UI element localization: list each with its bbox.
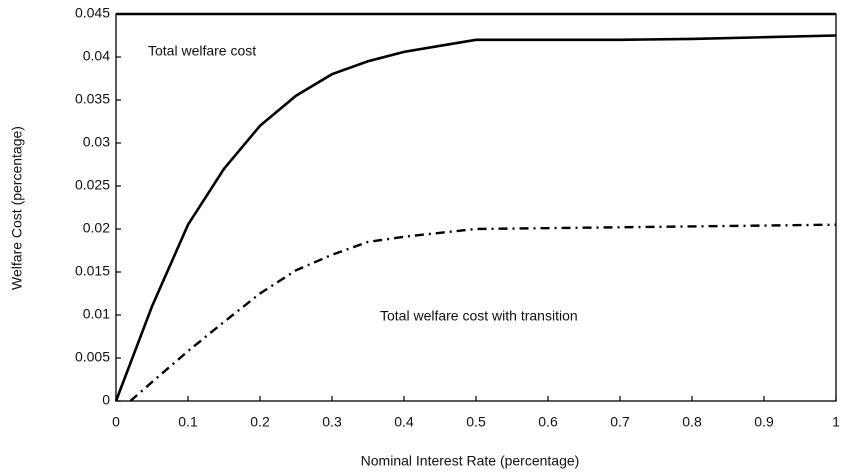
y-tick-label: 0.03: [83, 134, 110, 150]
y-tick-label: 0.02: [83, 220, 110, 236]
y-tick-label: 0.025: [75, 177, 110, 193]
x-tick-label: 0.3: [322, 414, 342, 430]
data-line: [114, 34, 837, 402]
y-tick-label: 0.015: [75, 263, 110, 279]
y-tick-label: 0.01: [83, 306, 110, 322]
x-tick-label: 0.5: [466, 414, 486, 430]
data-line: [129, 223, 837, 402]
x-tick-label: 0.2: [250, 414, 270, 430]
y-tick-label: 0: [102, 392, 110, 408]
x-tick-label: 0.4: [394, 414, 414, 430]
y-tick-label: 0.045: [75, 5, 110, 21]
annotation: Total welfare cost: [148, 43, 256, 59]
x-tick-label: 0: [112, 414, 120, 430]
x-tick-label: 0.6: [538, 414, 558, 430]
x-axis-label: Nominal Interest Rate (percentage): [361, 453, 580, 469]
plot-frame: [115, 13, 837, 402]
x-tick-label: 1: [832, 414, 840, 430]
x-tick-label: 0.1: [178, 414, 198, 430]
annotation: Total welfare cost with transition: [380, 308, 578, 324]
y-tick-label: 0.035: [75, 91, 110, 107]
y-axis-label: Welfare Cost (percentage): [9, 126, 25, 290]
x-tick-label: 0.7: [610, 414, 630, 430]
y-tick-label: 0.04: [83, 48, 110, 64]
x-tick-label: 0.8: [682, 414, 702, 430]
y-tick-label: 0.005: [75, 349, 110, 365]
x-tick-label: 0.9: [754, 414, 774, 430]
